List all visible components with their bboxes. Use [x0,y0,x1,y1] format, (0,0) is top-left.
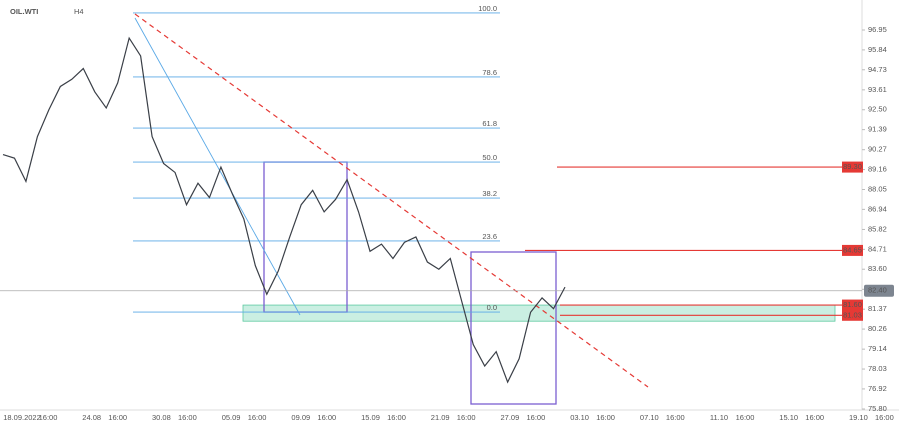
price-tag-label: 89.30 [843,162,862,171]
x-tick-label: 07.10 [640,413,659,422]
y-tick-label: 76.92 [868,384,887,393]
x-tick-label: 15.09 [361,413,380,422]
x-tick-label: 11.10 [710,413,728,422]
y-tick-label: 88.05 [868,184,887,193]
y-tick-label: 93.61 [868,85,887,94]
price-tag [842,309,863,321]
box [470,251,557,405]
x-tick-label: 05.09 [222,413,241,422]
x-tick-label: 19.10 [849,413,868,422]
x-tick-label: 16:00 [317,413,336,422]
price-tag-label: 81.03 [843,310,862,319]
y-tick-label: 86.94 [868,204,887,213]
x-tick-label: 16:00 [527,413,546,422]
y-tick-label: 85.82 [868,224,887,233]
x-tick-label: 03.10 [570,413,589,422]
x-tick-label: 16:00 [108,413,127,422]
x-tick-label: 16:00 [875,413,894,422]
x-tick-label: 16:00 [39,413,58,422]
x-tick-label: 30.08 [152,413,171,422]
y-tick-label: 81.37 [868,304,887,313]
y-tick-label: 84.71 [868,244,887,253]
fib-label: 78.6 [482,68,497,77]
fib-label: 38.2 [482,189,497,198]
x-tick-label: 18.09.2022 [3,413,41,422]
y-tick-label: 78.03 [868,364,887,373]
y-tick-label: 80.26 [868,324,887,333]
zone [242,304,836,322]
fib-label: 50.0 [482,153,497,162]
fib-label: 61.8 [482,119,497,128]
x-tick-label: 16:00 [805,413,824,422]
x-tick-label: 15.10 [779,413,798,422]
x-tick-label: 16:00 [596,413,615,422]
price-line [2,36,566,384]
y-tick-label: 90.27 [868,145,887,154]
price-tag-label: 84.65 [843,245,862,254]
y-tick-label: 91.39 [868,125,887,134]
y-tick-label: 96.95 [868,25,887,34]
x-tick-label: 24.08 [82,413,101,422]
price-tag [842,299,863,311]
x-tick-label: 09.09 [291,413,310,422]
last-price-label: 82.40 [868,286,887,295]
timeframe[interactable]: H4 [74,7,84,16]
x-tick-label: 16:00 [736,413,755,422]
x-tick-label: 16:00 [666,413,685,422]
x-tick-label: 21.09 [431,413,450,422]
y-tick-label: 83.60 [868,264,887,273]
fib-anchor [134,17,301,316]
price-tag [842,244,863,256]
y-tick-label: 75.80 [868,404,887,413]
fib-label: 23.6 [482,232,497,241]
price-tag [842,161,863,173]
fib-label: 100.0 [478,4,497,13]
x-tick-label: 16:00 [178,413,197,422]
fib-label: 0.0 [487,303,497,312]
y-tick-label: 79.14 [868,344,887,353]
x-tick-label: 16:00 [248,413,267,422]
x-tick-label: 16:00 [457,413,476,422]
last-price-tag [864,284,894,297]
y-tick-label: 95.84 [868,45,887,54]
x-tick-label: 27.09 [501,413,520,422]
y-tick-label: 89.16 [868,165,887,174]
y-tick-label: 92.50 [868,105,887,114]
y-tick-label: 94.73 [868,65,887,74]
price-tag-label: 81.60 [843,300,862,309]
symbol: OIL.WTI [10,7,38,16]
trendline [134,13,649,388]
x-tick-label: 16:00 [387,413,406,422]
